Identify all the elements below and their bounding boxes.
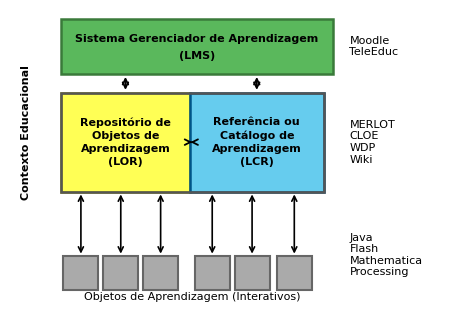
Text: Contexto Educacional: Contexto Educacional bbox=[21, 66, 31, 200]
Bar bbox=[61, 93, 324, 192]
Bar bbox=[63, 256, 98, 290]
Bar bbox=[61, 19, 333, 74]
Text: Referência ou
Catálogo de
Aprendizagem
(LCR): Referência ou Catálogo de Aprendizagem (… bbox=[212, 117, 302, 167]
Text: Sistema Gerenciador de Aprendizagem: Sistema Gerenciador de Aprendizagem bbox=[76, 34, 318, 44]
Text: Repositório de
Objetos de
Aprendizagem
(LOR): Repositório de Objetos de Aprendizagem (… bbox=[80, 117, 171, 167]
Bar bbox=[277, 256, 312, 290]
Text: Objetos de Aprendizagem (Interativos): Objetos de Aprendizagem (Interativos) bbox=[84, 292, 301, 302]
Bar bbox=[103, 256, 138, 290]
Text: Moodle
TeleEduc: Moodle TeleEduc bbox=[349, 36, 399, 57]
Bar bbox=[190, 93, 324, 192]
Bar bbox=[61, 93, 190, 192]
Text: MERLOT
CLOE
WDP
Wiki: MERLOT CLOE WDP Wiki bbox=[349, 120, 395, 164]
Text: (LMS): (LMS) bbox=[179, 51, 215, 61]
Bar bbox=[143, 256, 178, 290]
Bar bbox=[195, 256, 230, 290]
Bar bbox=[234, 256, 270, 290]
Text: Java
Flash
Mathematica
Processing: Java Flash Mathematica Processing bbox=[349, 233, 423, 277]
